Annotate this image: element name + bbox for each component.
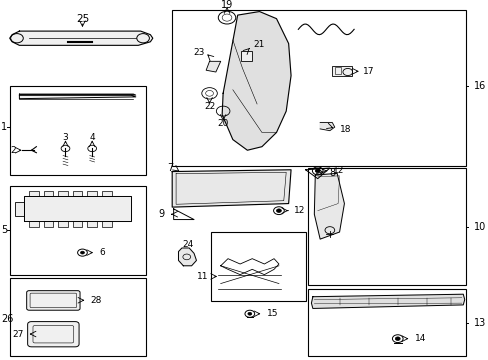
Polygon shape: [20, 95, 136, 99]
Bar: [29, 221, 39, 227]
Text: 9: 9: [159, 209, 164, 219]
Bar: [211, 232, 305, 301]
Bar: [102, 191, 111, 197]
Bar: [15, 202, 24, 216]
Text: 25: 25: [76, 14, 89, 24]
FancyBboxPatch shape: [28, 321, 79, 347]
Bar: [10, 186, 145, 275]
Bar: [58, 191, 68, 197]
Bar: [307, 168, 465, 285]
Text: 17: 17: [362, 67, 374, 76]
Polygon shape: [311, 294, 464, 309]
Bar: [73, 191, 82, 197]
Text: 16: 16: [473, 81, 486, 91]
Text: 20: 20: [217, 119, 228, 128]
Polygon shape: [172, 170, 290, 207]
Bar: [307, 289, 465, 356]
Bar: [29, 191, 39, 197]
Text: 18: 18: [339, 125, 350, 134]
Text: 19: 19: [221, 0, 233, 10]
Text: 7: 7: [166, 163, 173, 173]
Text: 12: 12: [294, 206, 305, 215]
Text: 11: 11: [197, 272, 208, 281]
Circle shape: [394, 337, 399, 341]
Text: 27: 27: [12, 329, 23, 338]
Polygon shape: [314, 173, 344, 239]
Polygon shape: [24, 197, 131, 221]
Bar: [241, 51, 251, 61]
Text: 8: 8: [329, 168, 335, 177]
Text: 10: 10: [473, 222, 486, 232]
Text: 23: 23: [193, 48, 204, 57]
Bar: [172, 10, 465, 166]
Circle shape: [315, 169, 320, 173]
Text: 1: 1: [1, 122, 7, 132]
Circle shape: [276, 209, 281, 212]
Bar: [10, 86, 145, 175]
Circle shape: [247, 312, 251, 315]
Polygon shape: [178, 248, 196, 266]
Text: 2: 2: [10, 146, 16, 155]
Text: 28: 28: [91, 296, 102, 305]
Text: 21: 21: [253, 40, 264, 49]
Polygon shape: [20, 94, 136, 95]
Text: 22: 22: [203, 102, 215, 111]
Text: 26: 26: [1, 314, 13, 324]
Text: 5: 5: [1, 225, 7, 235]
Polygon shape: [206, 61, 220, 72]
Bar: [10, 278, 145, 356]
Bar: [43, 221, 53, 227]
Bar: [87, 221, 97, 227]
Polygon shape: [10, 31, 152, 45]
Text: 14: 14: [414, 334, 425, 343]
Bar: [73, 221, 82, 227]
Text: 24: 24: [182, 240, 193, 249]
Text: 15: 15: [266, 309, 278, 318]
Text: 12: 12: [332, 166, 344, 175]
Bar: [87, 191, 97, 197]
FancyBboxPatch shape: [27, 291, 80, 310]
Bar: [332, 66, 351, 76]
Bar: [102, 221, 111, 227]
Text: 13: 13: [473, 318, 486, 328]
Circle shape: [81, 251, 84, 254]
Text: 4: 4: [89, 133, 95, 142]
Bar: [58, 221, 68, 227]
Text: 6: 6: [99, 248, 105, 257]
Bar: [43, 191, 53, 197]
Polygon shape: [320, 122, 334, 131]
Bar: [334, 67, 340, 74]
Text: 3: 3: [62, 133, 68, 142]
Polygon shape: [222, 12, 290, 150]
